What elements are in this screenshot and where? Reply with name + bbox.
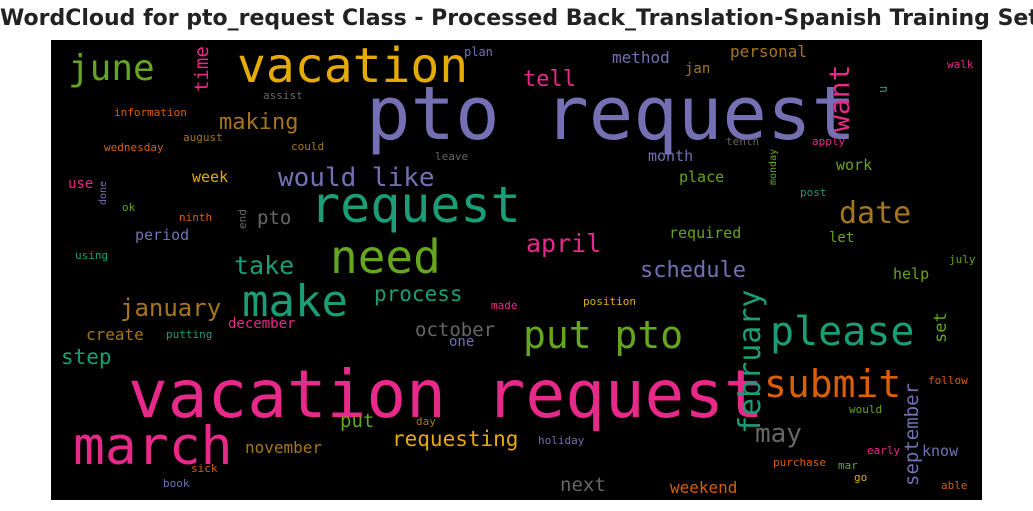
- word-weekend: weekend: [670, 478, 738, 497]
- word-want: want: [823, 64, 856, 132]
- word-january: january: [120, 294, 222, 322]
- word-wednesday: wednesday: [104, 141, 164, 154]
- word-requesting: requesting: [392, 427, 519, 451]
- word-schedule: schedule: [640, 258, 746, 283]
- word-walk: walk: [947, 58, 974, 71]
- word-let: let: [829, 230, 855, 246]
- word-making: making: [219, 110, 299, 135]
- word-july: july: [949, 253, 976, 266]
- chart-title: WordCloud for pto_request Class - Proces…: [0, 6, 1033, 31]
- word-ok: ok: [122, 201, 136, 214]
- word-august: august: [183, 131, 223, 144]
- word-request: request: [310, 176, 521, 234]
- word-make: make: [242, 276, 348, 327]
- word-end: end: [236, 209, 249, 229]
- word-position: position: [583, 295, 636, 308]
- word-putting: putting: [166, 328, 213, 341]
- word-vacation-request: vacation request: [128, 356, 764, 433]
- word-help: help: [893, 265, 930, 283]
- word-ninth: ninth: [179, 211, 213, 224]
- word-would-like: would like: [278, 163, 435, 193]
- word-step: step: [61, 345, 112, 369]
- word-vacation: vacation: [237, 40, 469, 94]
- word-one: one: [449, 334, 475, 350]
- word-follow: follow: [928, 374, 968, 387]
- word-monday: monday: [768, 148, 779, 185]
- word-cloud: pto request vacation request request vacati…: [51, 40, 982, 500]
- word-plan: plan: [464, 45, 493, 59]
- word-u: u: [876, 85, 890, 93]
- word-assist: assist: [263, 89, 303, 102]
- word-tenth: tenth: [726, 135, 760, 148]
- word-time: time: [191, 46, 213, 92]
- word-holiday: holiday: [538, 434, 585, 447]
- word-may: may: [755, 419, 802, 449]
- word-pto: pto: [257, 207, 292, 229]
- word-february: february: [733, 289, 768, 435]
- word-required: required: [669, 224, 742, 242]
- word-october: october: [415, 319, 496, 341]
- word-submit: submit: [764, 362, 902, 406]
- word-month: month: [648, 147, 694, 165]
- word-december: december: [228, 316, 296, 332]
- word-early: early: [867, 444, 901, 457]
- word-next: next: [560, 474, 606, 496]
- word-able: able: [941, 479, 968, 492]
- word-using: using: [75, 249, 109, 262]
- word-information: information: [114, 106, 187, 119]
- word-personal: personal: [730, 42, 808, 61]
- word-april: april: [526, 229, 602, 258]
- word-week: week: [192, 168, 229, 186]
- word-november: november: [245, 438, 323, 457]
- word-go: go: [854, 471, 868, 484]
- word-put-pto: put pto: [523, 313, 684, 357]
- word-place: place: [679, 168, 725, 186]
- word-work: work: [836, 156, 873, 174]
- word-made: made: [491, 299, 518, 312]
- word-day: day: [416, 415, 436, 428]
- word-use: use: [68, 176, 94, 192]
- word-march: march: [73, 416, 233, 477]
- word-put: put: [340, 410, 375, 432]
- word-need: need: [330, 230, 441, 284]
- word-book: book: [163, 477, 190, 490]
- word-june: june: [68, 48, 155, 89]
- word-period: period: [135, 226, 190, 244]
- word-take: take: [234, 251, 295, 280]
- word-could: could: [291, 140, 325, 153]
- word-apply: apply: [812, 135, 846, 148]
- word-leave: leave: [435, 150, 469, 163]
- word-set: set: [931, 312, 951, 343]
- word-please: please: [770, 309, 915, 355]
- word-september: september: [901, 383, 923, 486]
- word-create: create: [86, 325, 144, 344]
- word-done: done: [98, 180, 109, 205]
- word-mar: mar: [838, 459, 858, 472]
- word-sick: sick: [191, 462, 218, 475]
- word-process: process: [374, 282, 463, 306]
- word-know: know: [922, 442, 959, 460]
- word-method: method: [612, 48, 670, 67]
- word-jan: jan: [685, 61, 711, 77]
- word-date: date: [839, 196, 912, 231]
- word-purchase: purchase: [773, 456, 826, 469]
- word-tell: tell: [523, 67, 576, 92]
- word-pto-request: pto request: [366, 71, 857, 157]
- word-would: would: [849, 403, 883, 416]
- word-post: post: [800, 186, 827, 199]
